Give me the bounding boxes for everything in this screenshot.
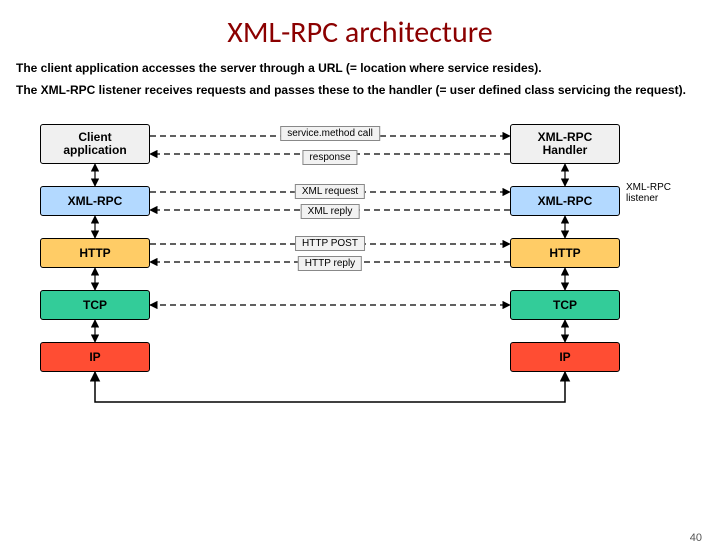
msg-response: response xyxy=(302,150,357,165)
annotation-listener: XML-RPC listener xyxy=(626,182,671,204)
box-http-r: HTTP xyxy=(510,238,620,268)
box-http-l: HTTP xyxy=(40,238,150,268)
paragraph-2: The XML-RPC listener receives requests a… xyxy=(16,83,704,99)
msg-http-reply: HTTP reply xyxy=(298,256,362,271)
msg-xml-request: XML request xyxy=(295,184,365,199)
box-xmlrpc-l: XML-RPC xyxy=(40,186,150,216)
box-tcp-r: TCP xyxy=(510,290,620,320)
box-handler: XML-RPC Handler xyxy=(510,124,620,164)
box-xmlrpc-r: XML-RPC xyxy=(510,186,620,216)
msg-xml-reply: XML reply xyxy=(301,204,360,219)
box-ip-l: IP xyxy=(40,342,150,372)
box-tcp-l: TCP xyxy=(40,290,150,320)
slide-title: XML-RPC architecture xyxy=(0,14,720,51)
page-number: 40 xyxy=(690,532,702,544)
box-client: Client application xyxy=(40,124,150,164)
msg-http-post: HTTP POST xyxy=(295,236,365,251)
architecture-diagram: Client application XML-RPC HTTP TCP IP XML-RP… xyxy=(0,104,720,444)
msg-service-call: service.method call xyxy=(280,126,380,141)
box-ip-r: IP xyxy=(510,342,620,372)
paragraph-1: The client application accesses the serv… xyxy=(16,61,704,77)
